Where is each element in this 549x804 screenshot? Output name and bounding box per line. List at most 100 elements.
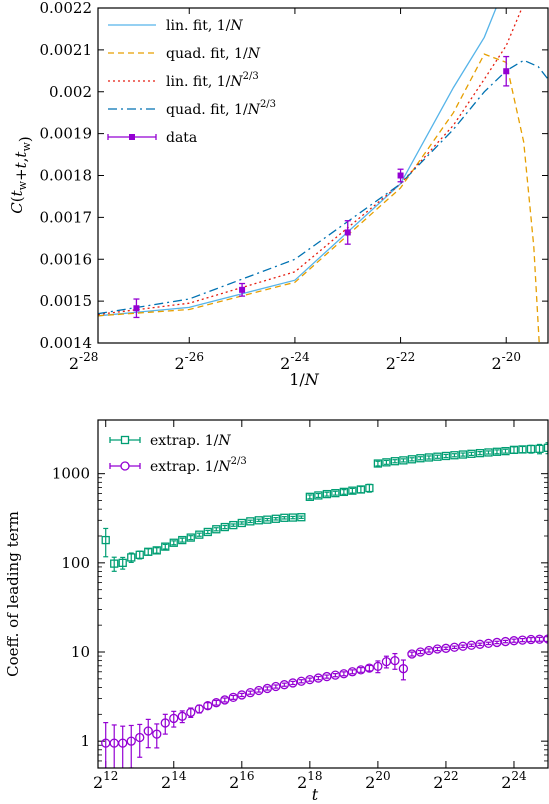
y-tick-label-bottom: 100 bbox=[61, 554, 90, 572]
y-tick-label-top: 0.0019 bbox=[40, 125, 93, 143]
circle-marker bbox=[347, 667, 358, 677]
square-marker bbox=[186, 533, 195, 542]
x-tick-label-bottom: 224 bbox=[501, 769, 527, 792]
square-marker bbox=[169, 538, 178, 547]
x-tick-label-bottom: 218 bbox=[297, 769, 322, 792]
y-tick-label-top: 0.0016 bbox=[40, 250, 93, 268]
y-tick-label-top: 0.0021 bbox=[40, 41, 93, 59]
circle-marker bbox=[203, 701, 213, 711]
square-marker bbox=[237, 518, 246, 528]
square-marker bbox=[441, 451, 451, 461]
fit-curve bbox=[98, 53, 540, 343]
square-marker bbox=[144, 547, 153, 556]
square-marker bbox=[127, 553, 136, 562]
square-marker bbox=[467, 449, 476, 458]
square-marker bbox=[220, 522, 229, 532]
y-axis-label-top: C(tw+t,tw) bbox=[8, 136, 34, 214]
bottom-frame bbox=[97, 419, 549, 769]
circle-marker bbox=[169, 713, 179, 724]
square-marker bbox=[288, 513, 297, 522]
circle-marker bbox=[194, 704, 204, 714]
x-tick-label-bottom: 214 bbox=[161, 769, 187, 792]
square-marker bbox=[212, 525, 221, 534]
circle-marker bbox=[177, 711, 187, 721]
circle-marker bbox=[160, 718, 170, 728]
circle-marker bbox=[398, 664, 409, 674]
square-marker bbox=[178, 535, 187, 545]
circle-marker bbox=[254, 685, 264, 696]
top-frame bbox=[97, 7, 549, 344]
square-marker bbox=[399, 456, 408, 465]
y-tick-label-top: 0.0018 bbox=[40, 167, 93, 185]
square-marker bbox=[305, 492, 314, 501]
circle-marker bbox=[305, 674, 315, 685]
data-point bbox=[397, 172, 404, 179]
x-axis-label-bottom: t bbox=[312, 785, 319, 804]
data-point bbox=[503, 68, 510, 75]
circle-marker bbox=[543, 634, 548, 644]
legend-square-marker bbox=[120, 435, 130, 445]
square-marker bbox=[254, 516, 263, 525]
square-marker bbox=[348, 486, 357, 495]
data-point bbox=[239, 286, 246, 293]
circle-marker bbox=[262, 683, 272, 694]
square-marker bbox=[229, 520, 238, 530]
y-tick-label-top: 0.0015 bbox=[40, 292, 93, 310]
square-marker bbox=[331, 488, 340, 498]
circle-marker bbox=[330, 670, 341, 680]
square-marker bbox=[152, 546, 161, 555]
circle-marker bbox=[228, 692, 238, 703]
circle-marker bbox=[373, 661, 383, 672]
square-marker bbox=[263, 515, 272, 524]
x-tick-label-top: 2-24 bbox=[280, 350, 310, 373]
circle-marker bbox=[126, 736, 136, 746]
circle-marker bbox=[143, 726, 153, 736]
x-tick-label-bottom: 216 bbox=[229, 769, 254, 792]
x-tick-label-bottom: 220 bbox=[365, 769, 390, 792]
circle-marker bbox=[288, 678, 298, 688]
square-marker bbox=[407, 455, 417, 464]
legend-label: extrap. 1/N bbox=[150, 433, 231, 449]
x-tick-label-top: 2-28 bbox=[69, 350, 99, 373]
square-marker bbox=[543, 443, 548, 452]
square-marker bbox=[518, 445, 527, 454]
x-tick-label-bottom: 212 bbox=[93, 769, 118, 792]
square-marker bbox=[458, 450, 468, 459]
square-marker bbox=[135, 550, 144, 559]
square-marker bbox=[535, 444, 544, 453]
circle-marker bbox=[118, 738, 128, 748]
square-marker bbox=[450, 451, 459, 460]
circle-marker bbox=[390, 655, 400, 666]
circle-marker bbox=[186, 707, 196, 718]
legend-label: quad. fit, 1/N bbox=[166, 46, 261, 62]
square-marker bbox=[101, 535, 110, 545]
top-panel: 0.0014 0.0015 0.0016 0.0017 0.0018 0.0019 0.00… bbox=[8, 0, 549, 389]
legend-swatch-marker bbox=[129, 134, 135, 140]
square-marker bbox=[203, 527, 212, 537]
square-marker bbox=[390, 457, 400, 466]
square-marker bbox=[501, 446, 510, 456]
square-marker bbox=[161, 542, 170, 551]
circle-marker bbox=[322, 671, 332, 682]
square-marker bbox=[110, 559, 119, 568]
x-tick-label-top: 2-26 bbox=[174, 350, 204, 373]
square-marker bbox=[492, 447, 502, 456]
square-marker bbox=[271, 514, 280, 523]
legend-label: extrap. 1/N2/3 bbox=[150, 456, 247, 475]
square-marker bbox=[509, 445, 519, 455]
data-point bbox=[133, 305, 140, 312]
square-marker bbox=[526, 444, 536, 454]
legend-label: lin. fit, 1/N bbox=[166, 18, 243, 34]
y-axis-label-bottom: Coeff. of leading term bbox=[4, 511, 22, 677]
square-marker bbox=[484, 448, 493, 457]
circle-marker bbox=[424, 645, 434, 656]
square-marker bbox=[356, 485, 366, 494]
circle-marker bbox=[407, 649, 417, 659]
y-tick-label-top: 0.002 bbox=[49, 83, 92, 101]
legend-label: lin. fit, 1/N2/3 bbox=[166, 71, 259, 90]
data-point bbox=[344, 229, 351, 236]
square-marker bbox=[118, 558, 127, 567]
x-tick-label-top: 2-22 bbox=[386, 350, 416, 373]
circle-marker bbox=[220, 695, 230, 705]
